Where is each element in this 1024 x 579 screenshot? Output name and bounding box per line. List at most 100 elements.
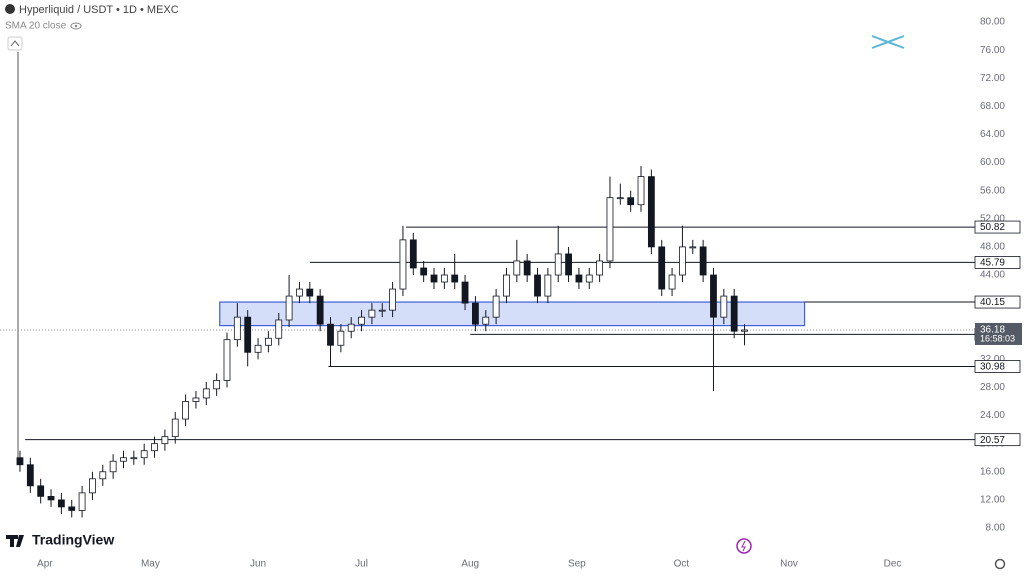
candle-body xyxy=(192,397,200,402)
candle-body xyxy=(347,323,355,332)
y-tick-label: 80.00 xyxy=(980,17,1005,28)
y-tick-label: 72.00 xyxy=(980,73,1005,84)
current-price-label: 36.18 xyxy=(980,325,1005,336)
y-tick-label: 56.00 xyxy=(980,185,1005,196)
x-tick-label: Oct xyxy=(674,559,690,570)
candle-body xyxy=(244,316,252,353)
candle-body xyxy=(306,288,314,297)
candle-body xyxy=(337,330,345,346)
candle-body xyxy=(140,450,148,459)
candle-body xyxy=(637,176,645,206)
y-tick-label: 32.00 xyxy=(980,354,1005,365)
candle-body xyxy=(202,388,210,399)
y-tick-label: 68.00 xyxy=(980,101,1005,112)
y-tick-label: 8.00 xyxy=(986,523,1006,534)
flash-bolt xyxy=(741,540,746,552)
x-tick-label: Sep xyxy=(568,559,586,570)
candle-body xyxy=(254,344,262,353)
candle-body xyxy=(461,281,469,304)
collapse-button[interactable] xyxy=(7,36,23,51)
level-label-box xyxy=(974,220,1021,234)
x-tick-label: Jun xyxy=(250,559,266,570)
eye-icon[interactable] xyxy=(70,22,82,30)
candle-body xyxy=(130,457,138,460)
candle-body xyxy=(647,176,655,248)
flash-icon[interactable] xyxy=(736,538,752,554)
level-label: 20.57 xyxy=(980,435,1005,446)
candle-body xyxy=(699,246,707,276)
y-tick-label: 24.00 xyxy=(980,410,1005,421)
y-tick-label: 60.00 xyxy=(980,157,1005,168)
candle-body xyxy=(223,339,231,381)
candle-body xyxy=(627,197,635,206)
level-label: 40.15 xyxy=(980,297,1005,308)
x-tick-label: Dec xyxy=(884,559,902,570)
y-tick-label: 12.00 xyxy=(980,495,1005,506)
y-tick-label: 28.00 xyxy=(980,382,1005,393)
candle-body xyxy=(596,260,604,276)
x-tick-label: Jul xyxy=(355,559,368,570)
level-label-box xyxy=(974,256,1021,269)
candle-body xyxy=(503,274,510,297)
candle-body xyxy=(409,239,417,269)
candle-body xyxy=(378,309,386,312)
y-tick-label: 52.00 xyxy=(980,213,1005,224)
candle-body xyxy=(37,485,45,497)
x-tick-label: Apr xyxy=(37,559,53,570)
zone xyxy=(219,301,806,327)
candle-body xyxy=(523,260,531,276)
cross-icon xyxy=(871,35,905,49)
brand-logo xyxy=(6,535,24,547)
candle-body xyxy=(399,239,407,290)
candle-body xyxy=(575,274,583,283)
y-tick-label: 64.00 xyxy=(980,129,1005,140)
candle-body xyxy=(182,401,189,420)
candle-body xyxy=(78,492,86,511)
candle-body xyxy=(233,316,241,341)
candle-body xyxy=(451,274,459,283)
candle-body xyxy=(316,295,324,325)
x-tick-label: May xyxy=(141,559,160,570)
chart-title: Hyperliquid / USDT • 1D • MEXC xyxy=(19,4,179,16)
y-tick-label: 76.00 xyxy=(980,45,1005,56)
candle-body xyxy=(213,380,221,390)
candle-body xyxy=(679,246,686,276)
candle-body xyxy=(264,337,272,346)
candle-body xyxy=(585,274,593,283)
level-label-box xyxy=(974,295,1021,309)
indicator-label: SMA 20 close xyxy=(5,21,67,32)
candle-body xyxy=(616,197,624,200)
candle-body xyxy=(171,418,179,438)
plot: 8.0012.0016.0020.0024.0028.0032.0036.004… xyxy=(0,17,1022,570)
candle-body xyxy=(389,288,397,311)
candle-body xyxy=(161,436,169,445)
candle-body xyxy=(710,274,717,318)
settings-icon[interactable] xyxy=(994,558,1006,570)
candle-body xyxy=(358,316,365,325)
candle-body xyxy=(327,323,334,346)
candle-body xyxy=(296,288,303,297)
y-tick-label: 48.00 xyxy=(980,242,1005,253)
candle-body xyxy=(482,316,490,325)
candle-body xyxy=(606,197,614,262)
candle-body xyxy=(16,457,24,466)
candle-body xyxy=(151,443,158,452)
candle-body xyxy=(68,506,76,511)
candle-body xyxy=(472,302,479,325)
candle-body xyxy=(668,274,676,290)
candle-body xyxy=(440,274,448,283)
candle-body xyxy=(368,309,376,318)
candle-body xyxy=(534,274,541,297)
candle-body xyxy=(544,274,552,297)
candle-body xyxy=(430,274,438,283)
candle-body xyxy=(26,464,34,487)
level-label: 50.82 xyxy=(980,222,1005,233)
candle-body xyxy=(658,246,666,290)
collapse-arrow xyxy=(10,40,20,47)
level-label: 30.98 xyxy=(980,362,1005,373)
level-label-box xyxy=(974,360,1021,373)
candle-body xyxy=(565,253,572,276)
candle-body xyxy=(492,295,500,318)
